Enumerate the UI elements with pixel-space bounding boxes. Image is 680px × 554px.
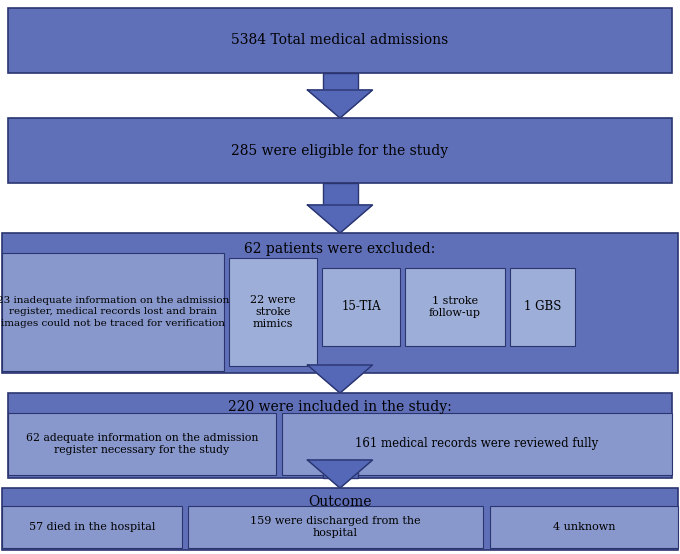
Text: 1 stroke
follow-up: 1 stroke follow-up	[429, 296, 481, 318]
Bar	[229, 258, 317, 366]
Bar	[322, 183, 358, 205]
Bar	[2, 233, 678, 373]
Text: Outcome: Outcome	[308, 495, 372, 509]
Bar	[405, 268, 505, 346]
Bar	[282, 413, 672, 475]
Text: 161 medical records were reviewed fully: 161 medical records were reviewed fully	[356, 438, 598, 450]
Bar	[2, 506, 182, 548]
Bar	[322, 365, 358, 373]
Bar	[322, 268, 400, 346]
Text: 15-TIA: 15-TIA	[341, 300, 381, 314]
Polygon shape	[307, 205, 373, 233]
Polygon shape	[307, 90, 373, 118]
Polygon shape	[307, 460, 373, 488]
Bar	[188, 506, 483, 548]
Text: 285 were eligible for the study: 285 were eligible for the study	[231, 143, 449, 157]
Bar	[8, 413, 276, 475]
Bar	[2, 488, 678, 550]
Text: 57 died in the hospital: 57 died in the hospital	[29, 522, 155, 532]
Bar	[2, 253, 224, 371]
Bar	[322, 73, 358, 90]
Bar	[8, 8, 672, 73]
Text: 4 unknown: 4 unknown	[553, 522, 615, 532]
Bar	[322, 460, 358, 478]
Text: 62 adequate information on the admission
register necessary for the study: 62 adequate information on the admission…	[26, 433, 258, 455]
Text: 22 were
stroke
mimics: 22 were stroke mimics	[250, 295, 296, 330]
Text: 1 GBS: 1 GBS	[524, 300, 561, 314]
Bar	[490, 506, 678, 548]
Text: 5384 Total medical admissions: 5384 Total medical admissions	[231, 33, 449, 48]
Text: 220 were included in the study:: 220 were included in the study:	[228, 400, 452, 414]
Polygon shape	[307, 365, 373, 393]
Bar	[510, 268, 575, 346]
Text: 159 were discharged from the
hospital: 159 were discharged from the hospital	[250, 516, 421, 538]
Text: 23 inadequate information on the admission
register, medical records lost and br: 23 inadequate information on the admissi…	[0, 296, 229, 327]
Bar	[8, 393, 672, 478]
Bar	[8, 118, 672, 183]
Text: 62 patients were excluded:: 62 patients were excluded:	[244, 242, 436, 256]
